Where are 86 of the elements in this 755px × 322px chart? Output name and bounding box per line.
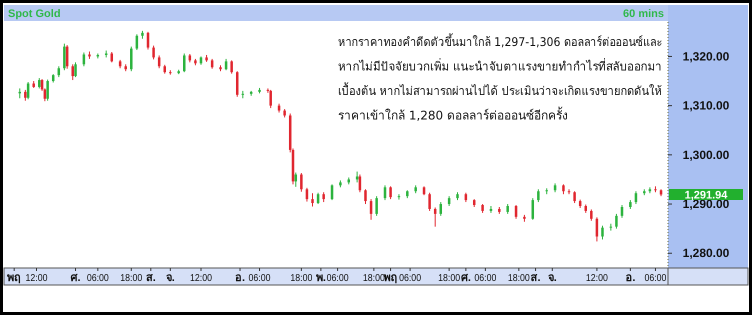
candlestick <box>58 66 60 78</box>
candlestick <box>306 187 308 202</box>
candlestick <box>316 192 320 205</box>
candlestick <box>183 52 186 73</box>
annotation: หากราคาทองคำดีดตัวขึ้นมาใกล้ 1,297-1,306 ดอลลาร์ต่อออนซ์และ <box>338 33 695 49</box>
candlestick <box>294 172 298 188</box>
candlestick <box>152 45 155 60</box>
x-tick-label: ศ. <box>70 272 81 284</box>
candlestick <box>562 184 565 195</box>
candlestick <box>448 196 450 207</box>
y-tick-label: 1,300.00 <box>682 148 730 162</box>
candlestick <box>620 204 624 218</box>
candlestick <box>236 70 238 98</box>
candlestick <box>384 184 386 201</box>
candlestick <box>615 213 618 230</box>
candlestick <box>322 192 325 203</box>
candlestick <box>136 34 138 51</box>
annotation: เบื้องต้น หากไม่สามารถผ่านไปได้ ประเมินว่าจะเกิดแรงขายกดดันให้ <box>338 82 688 98</box>
candlestick <box>26 82 30 100</box>
x-tick-label: 06:00 <box>248 273 274 284</box>
y-tick-label: 1,280.00 <box>682 246 730 260</box>
candlestick <box>634 190 638 205</box>
candlestick <box>82 52 86 67</box>
chart-subtitle: 60 mins <box>623 8 664 20</box>
candlestick <box>230 60 233 74</box>
candlestick <box>434 206 436 228</box>
candlestick <box>18 88 22 99</box>
candlestick <box>440 202 442 216</box>
x-tick-label: จ. <box>548 272 557 284</box>
candlestick <box>71 64 74 81</box>
x-tick-label: 06:00 <box>399 273 424 284</box>
candlestick <box>573 190 576 204</box>
candlestick <box>330 184 334 201</box>
x-tick-label: จ. <box>166 272 175 284</box>
candlestick <box>389 186 392 200</box>
candlestick <box>38 78 41 89</box>
candlestick <box>269 89 272 109</box>
x-tick-label: ส. <box>146 272 156 284</box>
candlestick <box>356 171 358 183</box>
candlestick <box>370 198 372 220</box>
candlestick <box>46 79 49 102</box>
candlestick <box>311 192 314 207</box>
candlestick <box>364 188 367 205</box>
x-tick-label: 18:00 <box>120 273 146 284</box>
candlestick <box>110 52 114 63</box>
candlestick <box>224 58 228 71</box>
candlestick <box>158 54 160 69</box>
x-tick-label: อ. <box>234 272 246 284</box>
candlestick <box>74 62 77 78</box>
x-tick-label: อ. <box>625 272 636 284</box>
candlestick <box>506 204 509 214</box>
candlestick <box>590 208 593 222</box>
annotation: หากไม่มีปัจจัยบวกเพิ่ม แนะนำจับตาแรงขายทำกำไรที่สลับออกมา <box>338 58 673 74</box>
candlestick <box>24 89 27 102</box>
candlestick <box>532 198 534 220</box>
candlestick <box>428 192 431 212</box>
candlestick <box>375 196 378 216</box>
x-tick-label: พฤ <box>384 272 398 284</box>
x-tick-label: 12:00 <box>190 273 216 284</box>
candlestick <box>130 46 133 72</box>
y-tick-label: 1,310.00 <box>682 98 730 113</box>
candlestick <box>63 43 66 71</box>
x-tick-label: พฤ <box>7 272 22 284</box>
x-tick-label: พ. <box>316 272 326 284</box>
x-tick-label: ศ. <box>460 272 471 284</box>
chart-title: Spot Gold <box>8 8 61 20</box>
x-tick-label: 12:00 <box>25 273 51 284</box>
candlestick <box>358 174 362 193</box>
x-tick-label: 06:00 <box>326 273 352 284</box>
candlestick <box>514 204 518 220</box>
x-tick-label: ส. <box>530 272 541 284</box>
x-tick-label: 06:00 <box>474 273 500 284</box>
x-tick-label: 06:00 <box>86 273 112 284</box>
x-tick-label: 06:00 <box>644 273 670 284</box>
candlestick <box>601 225 604 240</box>
annotation: ราคาเข้าใกล้ 1,280 ดอลลาร์ต่อออนซ์อีกครั้ง <box>338 106 568 122</box>
candlestick <box>596 216 598 242</box>
candlestick <box>300 172 303 192</box>
candlestick <box>537 188 540 203</box>
x-tick-label: 18:00 <box>290 273 316 284</box>
x-tick-label: 12:00 <box>586 273 611 284</box>
y-tick-label: 1,320.00 <box>682 49 730 64</box>
candlestick <box>464 192 468 203</box>
candlestick <box>210 58 214 70</box>
candlestick <box>66 44 68 70</box>
candlestick <box>146 31 150 50</box>
